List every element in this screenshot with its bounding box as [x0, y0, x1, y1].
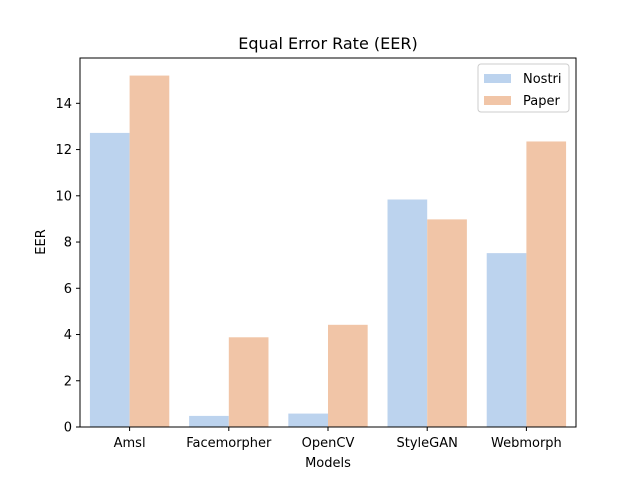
bar-paper-stylegan	[427, 219, 467, 427]
bar-nostri-amsl	[89, 132, 130, 427]
axes-group: 0 2 4 6 8 10 12 14 Amsl Facemorpher OpenCV StyleGAN…	[55, 57, 577, 451]
bar-nostri-facemorpher	[189, 415, 229, 427]
x-tick-label: OpenCV	[302, 436, 355, 451]
bar-nostri-stylegan	[387, 199, 428, 427]
legend-label-paper: Paper	[523, 94, 560, 109]
x-tick-label: Amsl	[114, 436, 146, 451]
legend-swatch-paper	[484, 96, 511, 105]
bar-paper-amsl	[129, 75, 170, 428]
x-tick-label: StyleGAN	[397, 436, 458, 451]
bars-group	[89, 75, 567, 428]
bar-nostri-opencv	[288, 413, 328, 427]
y-tick-label: 14	[55, 97, 72, 112]
y-tick-label: 10	[55, 189, 72, 204]
legend-swatch-nostri	[484, 74, 511, 83]
bar-paper-opencv	[328, 324, 368, 427]
y-tick-label: 8	[64, 236, 72, 251]
x-axis-label: Models	[305, 456, 351, 471]
y-tick-label: 0	[64, 421, 72, 436]
chart-title: Equal Error Rate (EER)	[238, 34, 417, 53]
x-tick-label: Webmorph	[491, 436, 562, 451]
x-tick-label: Facemorpher	[186, 436, 272, 451]
bar-nostri-webmorph	[486, 253, 527, 427]
y-tick-label: 4	[64, 328, 72, 343]
bar-paper-webmorph	[526, 141, 567, 427]
legend-label-nostri: Nostri	[523, 72, 562, 87]
y-tick-label: 2	[64, 374, 72, 389]
y-tick-label: 6	[64, 282, 72, 297]
bar-paper-facemorpher	[228, 337, 269, 427]
y-axis-label: EER	[34, 229, 49, 254]
y-tick-label: 12	[55, 143, 72, 158]
legend: Nostri Paper	[477, 63, 570, 113]
